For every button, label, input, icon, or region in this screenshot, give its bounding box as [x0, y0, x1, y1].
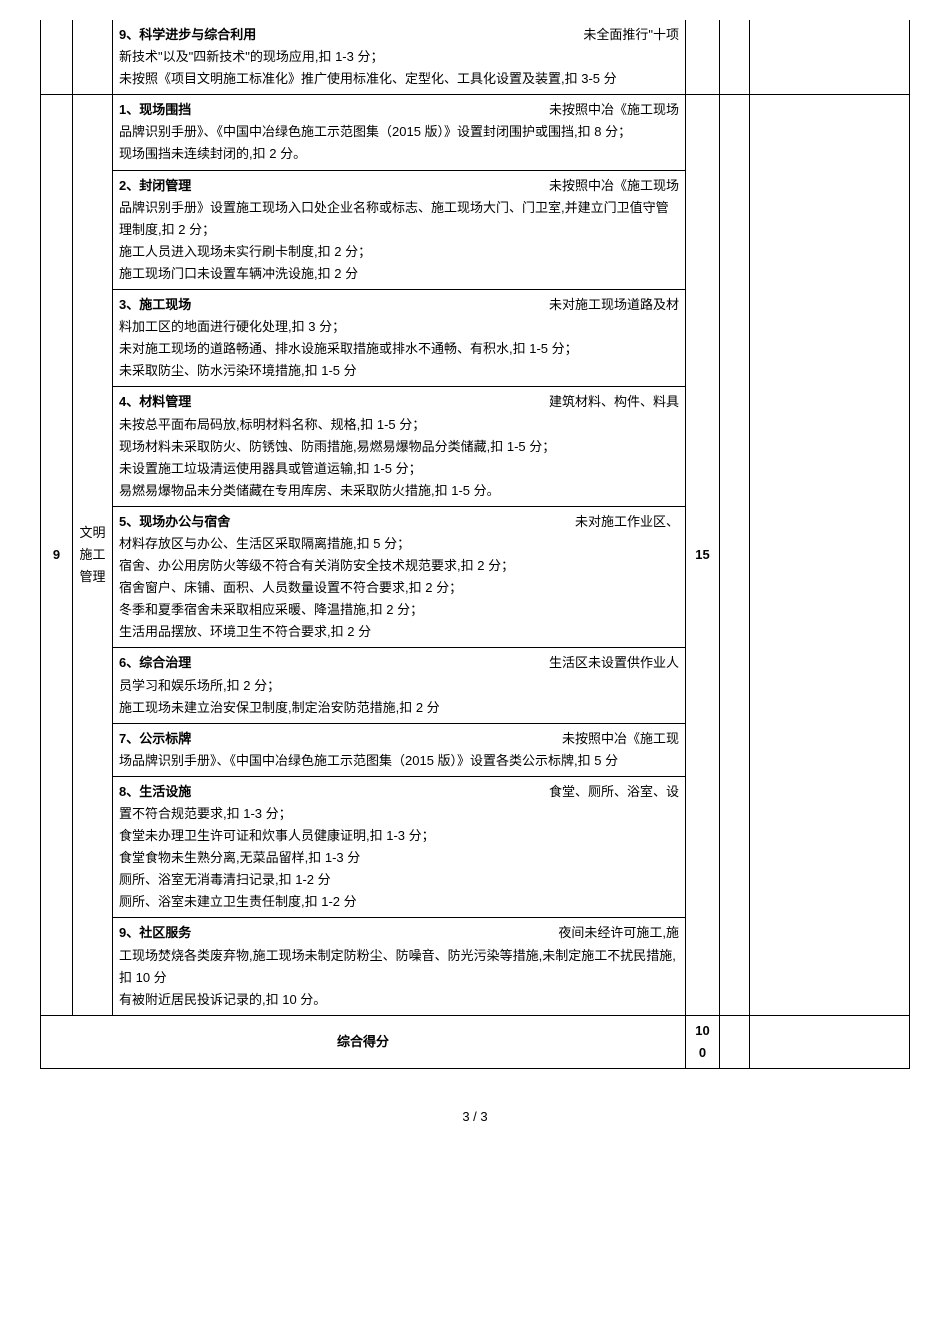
item-title: 2、封闭管理 [119, 178, 191, 193]
total-score: 100 [686, 1015, 720, 1068]
item-right: 未按照中冶《施工现场 [549, 175, 679, 197]
content-cell: 9、社区服务 夜间未经许可施工,施 工现场焚烧各类废弃物,施工现场未制定防粉尘、… [113, 918, 686, 1015]
content-cell: 1、现场围挡 未按照中冶《施工现场 品牌识别手册》、《中国中冶绿色施工示范图集（… [113, 95, 686, 170]
item-title: 4、材料管理 [119, 394, 191, 409]
blank-cell [720, 1015, 750, 1068]
item-body: 置不符合规范要求,扣 1-3 分；食堂未办理卫生许可证和炊事人员健康证明,扣 1… [119, 806, 435, 909]
item-title: 1、现场围挡 [119, 102, 191, 117]
blank-cell [750, 20, 910, 95]
content-cell: 4、材料管理 建筑材料、构件、料具 未按总平面布局码放,标明材料名称、规格,扣 … [113, 387, 686, 506]
table-row: 9 文明施工管理 1、现场围挡 未按照中冶《施工现场 品牌识别手册》、《中国中冶… [41, 95, 910, 170]
item-title: 5、现场办公与宿舍 [119, 514, 230, 529]
item-right: 未按照中冶《施工现 [562, 728, 679, 750]
item-body: 未按总平面布局码放,标明材料名称、规格,扣 1-5 分；现场材料未采取防火、防锈… [119, 417, 555, 498]
content-cell: 3、施工现场 未对施工现场道路及材 料加工区的地面进行硬化处理,扣 3 分；未对… [113, 290, 686, 387]
item-body: 品牌识别手册》设置施工现场入口处企业名称或标志、施工现场大门、门卫室,并建立门卫… [119, 200, 669, 281]
table-row: 9、科学进步与综合利用 未全面推行"十项 新技术"以及"四新技术"的现场应用,扣… [41, 20, 910, 95]
total-row: 综合得分 100 [41, 1015, 910, 1068]
item-right: 未按照中冶《施工现场 [549, 99, 679, 121]
item-right: 未全面推行"十项 [583, 24, 679, 46]
item-right: 食堂、厕所、浴室、设 [549, 781, 679, 803]
content-cell: 6、综合治理 生活区未设置供作业人 员学习和娱乐场所,扣 2 分；施工现场未建立… [113, 648, 686, 723]
item-right: 未对施工作业区、 [575, 511, 679, 533]
item-body: 品牌识别手册》、《中国中冶绿色施工示范图集（2015 版）》设置封闭围护或围挡,… [119, 124, 631, 161]
page-number: 3 / 3 [40, 1109, 910, 1124]
item-body: 材料存放区与办公、生活区采取隔离措施,扣 5 分；宿舍、办公用房防火等级不符合有… [119, 536, 514, 639]
cat-cell [73, 20, 113, 95]
item-title: 9、社区服务 [119, 925, 191, 940]
item-right: 未对施工现场道路及材 [549, 294, 679, 316]
item-body: 料加工区的地面进行硬化处理,扣 3 分；未对施工现场的道路畅通、排水设施采取措施… [119, 319, 578, 378]
inspection-table: 9、科学进步与综合利用 未全面推行"十项 新技术"以及"四新技术"的现场应用,扣… [40, 20, 910, 1069]
item-title: 9、科学进步与综合利用 [119, 27, 256, 42]
blank-cell [750, 95, 910, 1016]
blank-cell [720, 20, 750, 95]
content-cell: 5、现场办公与宿舍 未对施工作业区、 材料存放区与办公、生活区采取隔离措施,扣 … [113, 506, 686, 648]
content-cell: 9、科学进步与综合利用 未全面推行"十项 新技术"以及"四新技术"的现场应用,扣… [113, 20, 686, 95]
item-title: 7、公示标牌 [119, 731, 191, 746]
blank-cell [750, 1015, 910, 1068]
item-title: 3、施工现场 [119, 297, 191, 312]
idx-cell [41, 20, 73, 95]
score-cell [686, 20, 720, 95]
item-body: 工现场焚烧各类废弃物,施工现场未制定防粉尘、防噪音、防光污染等措施,未制定施工不… [119, 948, 676, 1007]
score-cell: 15 [686, 95, 720, 1016]
item-right: 夜间未经许可施工,施 [558, 922, 679, 944]
item-body: 场品牌识别手册》、《中国中冶绿色施工示范图集（2015 版）》设置各类公示标牌,… [119, 753, 618, 768]
idx-cell: 9 [41, 95, 73, 1016]
item-right: 建筑材料、构件、料具 [549, 391, 679, 413]
item-body: 新技术"以及"四新技术"的现场应用,扣 1-3 分；未按照《项目文明施工标准化》… [119, 49, 617, 86]
item-title: 8、生活设施 [119, 784, 191, 799]
item-right: 生活区未设置供作业人 [549, 652, 679, 674]
total-label: 综合得分 [41, 1015, 686, 1068]
content-cell: 2、封闭管理 未按照中冶《施工现场 品牌识别手册》设置施工现场入口处企业名称或标… [113, 170, 686, 289]
blank-cell [720, 95, 750, 1016]
content-cell: 7、公示标牌 未按照中冶《施工现 场品牌识别手册》、《中国中冶绿色施工示范图集（… [113, 723, 686, 776]
content-cell: 8、生活设施 食堂、厕所、浴室、设 置不符合规范要求,扣 1-3 分；食堂未办理… [113, 776, 686, 918]
item-title: 6、综合治理 [119, 655, 191, 670]
cat-cell: 文明施工管理 [73, 95, 113, 1016]
item-body: 员学习和娱乐场所,扣 2 分；施工现场未建立治安保卫制度,制定治安防范措施,扣 … [119, 678, 440, 715]
